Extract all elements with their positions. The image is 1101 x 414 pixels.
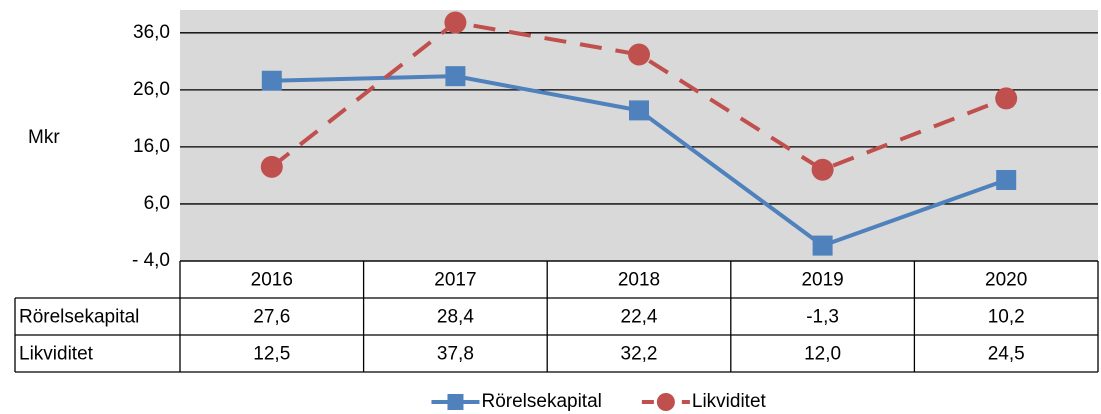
legend-marker (447, 394, 464, 410)
x-tick-label: 2016 (251, 270, 293, 291)
table-cell: 32,2 (621, 344, 658, 365)
table-cell: 37,8 (437, 344, 474, 365)
data-point (261, 70, 282, 91)
x-tick-label: 2020 (985, 270, 1027, 291)
data-point (260, 155, 283, 178)
table-cell: 12,5 (253, 344, 290, 365)
y-tick-label: 26,0 (133, 79, 170, 100)
x-tick-label: 2019 (801, 270, 843, 291)
x-tick-label: 2018 (618, 270, 660, 291)
data-point (444, 11, 467, 34)
legend-item: Likviditet (641, 391, 767, 412)
legend-item: Rörelsekapital (431, 391, 602, 412)
y-axis-label: Mkr (28, 127, 60, 148)
data-point (629, 100, 649, 121)
table-cell: -1,3 (806, 307, 839, 328)
legend-marker (656, 393, 675, 411)
data-point (995, 87, 1018, 110)
table-row-label: Rörelsekapital (19, 307, 139, 328)
table-cell: 10,2 (988, 307, 1025, 328)
data-point (812, 235, 833, 256)
data-point (445, 66, 466, 87)
y-tick-label: - 4,0 (132, 250, 170, 271)
table-row-label: Likviditet (19, 344, 94, 365)
y-tick-label: 36,0 (133, 22, 170, 43)
legend-label: Likviditet (692, 391, 767, 412)
series-line (270, 20, 1007, 172)
table-cell: 28,4 (437, 307, 474, 328)
table-cell: 27,6 (253, 307, 290, 328)
legend-label: Rörelsekapital (481, 391, 601, 412)
table-cell: 22,4 (621, 307, 658, 328)
table-cell: 12,0 (804, 344, 841, 365)
y-tick-label: 16,0 (133, 136, 170, 157)
data-point (628, 43, 650, 66)
x-tick-label: 2017 (434, 270, 476, 291)
y-tick-label: 6,0 (144, 193, 170, 214)
data-point (996, 169, 1017, 190)
data-point (811, 158, 834, 181)
table-cell: 24,5 (988, 344, 1025, 365)
